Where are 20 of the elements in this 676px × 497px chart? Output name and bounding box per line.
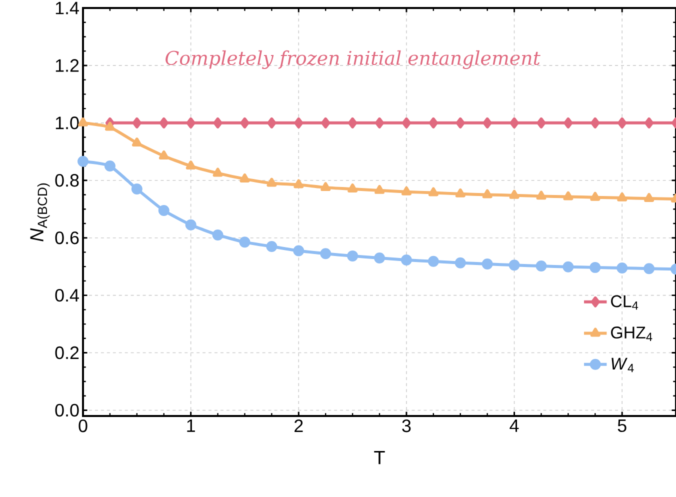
y-tick-label: 0.8	[55, 174, 79, 187]
x-tick-label: 4	[510, 420, 519, 432]
y-tick-label: 1.0	[56, 116, 79, 130]
legend-label: CL$_{4}$	[611, 295, 638, 310]
y-tick-label: 0.0	[55, 404, 79, 417]
y-axis-title: N$_{A(BCD)}$	[30, 183, 50, 242]
y-tick-label: 0.6	[55, 231, 79, 244]
legend-label: GHZ$_{4}$	[611, 326, 652, 341]
legend-label: W$_{4}$	[612, 358, 634, 372]
x-tick-label: 0	[78, 419, 88, 432]
y-tick-label: 0.4	[55, 288, 79, 302]
y-tick-label: 0.2	[55, 346, 79, 360]
x-tick-label: 5	[618, 420, 626, 432]
x-tick-label: 1	[187, 420, 195, 432]
x-tick-label: 3	[402, 419, 411, 432]
annotation: Completely frozen initial entanglement	[166, 50, 540, 69]
x-tick-label: 2	[294, 419, 303, 432]
y-tick-label: 1.2	[56, 59, 79, 72]
x-axis-title: T	[374, 451, 385, 464]
y-tick-label: 1.4	[56, 2, 79, 14]
